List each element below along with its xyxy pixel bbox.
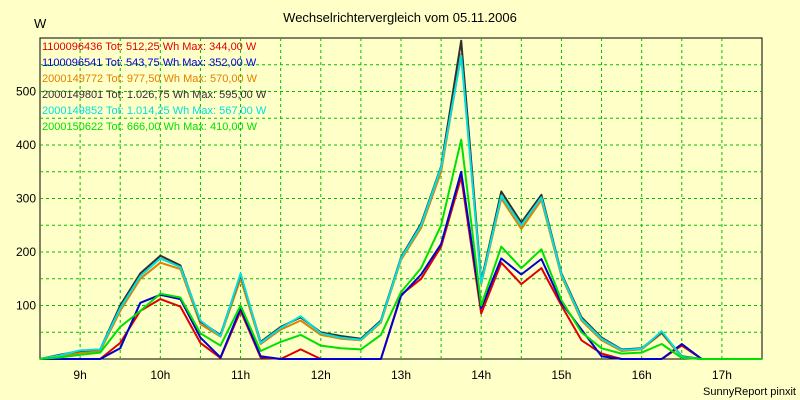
x-tick-label: 11h [231, 368, 250, 382]
legend-entry-2000149801: 2000149801 Tot: 1.026,75 Wh Max: 595,00 … [42, 89, 267, 101]
y-tick-label: 400 [16, 138, 36, 152]
x-tick-label: 15h [551, 368, 571, 382]
legend-entry-1100096436: 1100096436 Tot: 512,25 Wh Max: 344,00 W [42, 41, 257, 53]
x-tick-label: 12h [311, 368, 331, 382]
x-tick-label: 9h [73, 368, 86, 382]
x-tick-label: 17h [712, 368, 732, 382]
legend-entry-2000150622: 2000150622 Tot: 666,00 Wh Max: 410,00 W [42, 121, 258, 133]
x-tick-label: 16h [632, 368, 652, 382]
y-tick-label: 200 [16, 245, 36, 259]
chart-footer: SunnyReport pinxit [703, 386, 796, 398]
x-tick-label: 14h [471, 368, 491, 382]
y-axis-unit-label: W [34, 16, 47, 31]
y-tick-label: 500 [16, 85, 36, 99]
legend-entry-2000149772: 2000149772 Tot: 977,50 Wh Max: 570,00 W [42, 73, 258, 85]
x-tick-label: 10h [150, 368, 170, 382]
series-line-2000149852 [39, 54, 762, 360]
chart-title: Wechselrichtervergleich vom 05.11.2006 [283, 10, 517, 25]
y-tick-label: 300 [16, 192, 36, 206]
legend-entry-2000149852: 2000149852 Tot: 1.014,25 Wh Max: 567,00 … [42, 105, 267, 117]
x-tick-label: 13h [391, 368, 411, 382]
y-tick-label: 100 [16, 299, 36, 313]
series-line-2000150622 [39, 138, 762, 360]
legend-entry-1100096541: 1100096541 Tot: 543,75 Wh Max: 352,00 W [42, 57, 257, 69]
